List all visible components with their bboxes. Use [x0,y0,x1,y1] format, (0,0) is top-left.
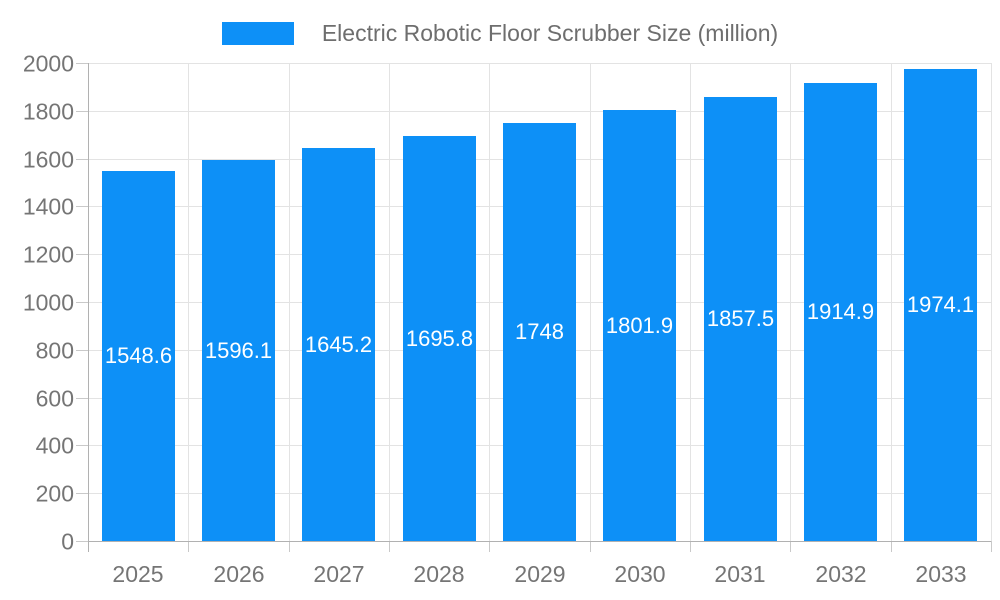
y-axis-line [88,63,89,552]
y-tick [76,541,88,542]
gridline-vertical [188,63,189,541]
bar-value-label: 1914.9 [806,299,875,324]
gridline-vertical [590,63,591,541]
x-tick [690,541,691,552]
x-axis-label: 2030 [614,561,666,587]
x-axis-label: 2027 [313,561,365,587]
x-axis-label: 2028 [413,561,465,587]
y-tick [76,206,88,207]
x-axis-label: 2025 [112,561,164,587]
y-tick [76,350,88,351]
bar-value-label: 1801.9 [605,313,674,338]
gridline-vertical [991,63,992,541]
gridline-horizontal [88,63,991,64]
bar-value-label: 1695.8 [405,326,474,351]
bar-2033[interactable] [904,69,977,541]
bar-2028[interactable] [403,136,476,541]
gridline-vertical [389,63,390,541]
y-axis-label: 2000 [22,50,74,77]
bar-2029[interactable] [503,123,576,541]
y-axis-label: 1800 [22,98,74,125]
x-tick [590,541,591,552]
y-tick [76,302,88,303]
gridline-vertical [891,63,892,541]
gridline-horizontal [88,111,991,112]
x-tick [489,541,490,552]
gridline-vertical [289,63,290,541]
x-axis-label: 2032 [815,561,867,587]
bar-2030[interactable] [603,110,676,541]
y-tick [76,111,88,112]
gridline-vertical [690,63,691,541]
x-tick [289,541,290,552]
x-axis-label: 2029 [514,561,566,587]
legend-swatch-icon [221,22,294,45]
x-tick [389,541,390,552]
y-tick [76,254,88,255]
y-axis-label: 800 [35,337,74,364]
y-tick [76,159,88,160]
y-tick [76,398,88,399]
x-tick [790,541,791,552]
x-axis-line [88,541,991,542]
x-axis-label: 2031 [714,561,766,587]
bar-value-label: 1548.6 [104,343,173,368]
y-axis-label: 1200 [22,241,74,268]
x-tick [188,541,189,552]
y-tick [76,445,88,446]
gridline-vertical [489,63,490,541]
y-axis-label: 600 [35,385,74,412]
gridline-vertical [790,63,791,541]
x-tick [891,541,892,552]
y-axis-label: 200 [35,480,74,507]
bar-2026[interactable] [202,160,275,541]
legend-label: Electric Robotic Floor Scrubber Size (mi… [321,20,779,46]
bar-value-label: 1645.2 [304,332,373,357]
y-axis-label: 1000 [22,289,74,316]
y-tick [76,493,88,494]
x-axis-label: 2033 [915,561,967,587]
y-axis-label: 1400 [22,193,74,220]
bar-2027[interactable] [302,148,375,541]
bar-value-label: 1748 [515,319,564,344]
y-axis-label: 0 [61,528,74,555]
y-axis-label: 1600 [22,146,74,173]
bar-2032[interactable] [804,83,877,541]
bar-value-label: 1596.1 [204,338,273,363]
bar-value-label: 1974.1 [906,292,975,317]
legend[interactable]: Electric Robotic Floor Scrubber Size (mi… [0,20,1000,47]
bar-value-label: 1857.5 [706,306,775,331]
y-axis-label: 400 [35,432,74,459]
bar-2025[interactable] [102,171,175,541]
x-axis-label: 2026 [213,561,265,587]
y-tick [76,63,88,64]
x-tick [991,541,992,552]
bar-2031[interactable] [704,97,777,541]
